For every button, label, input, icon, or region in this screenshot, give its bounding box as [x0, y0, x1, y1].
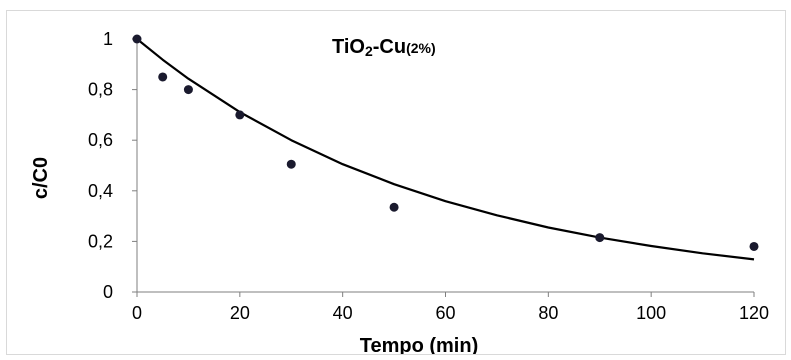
axes [136, 39, 754, 293]
data-points [132, 34, 759, 251]
y-tick-label: 0,2 [88, 231, 113, 251]
data-point [389, 202, 399, 212]
chart-title: TiO2-Cu(2%) [332, 36, 436, 59]
data-point [749, 241, 759, 251]
y-tick-label: 0 [103, 282, 113, 302]
x-tick-label: 60 [435, 303, 455, 323]
fit-curve-group [136, 38, 755, 261]
data-point [183, 85, 193, 95]
data-point [286, 159, 296, 169]
y-axis-title: c/C0 [30, 157, 52, 199]
x-tick-label: 120 [739, 303, 769, 323]
x-tick-label: 0 [132, 303, 142, 323]
data-point [235, 110, 245, 120]
x-tick-label: 80 [538, 303, 558, 323]
y-tick-label: 0,4 [88, 181, 113, 201]
x-tick-label: 100 [636, 303, 666, 323]
x-ticks: 0 20 40 60 80 100 120 [132, 292, 769, 323]
x-tick-label: 40 [333, 303, 353, 323]
data-point [595, 233, 605, 243]
y-tick-label: 0,8 [88, 80, 113, 100]
y-ticks: 0 0,2 0,4 0,6 0,8 1 [88, 29, 137, 302]
chart: 0 20 40 60 80 100 120 0 0,2 0,4 0,6 0,8 1 TiO2-Cu(2… [30, 29, 769, 354]
x-tick-label: 20 [230, 303, 250, 323]
y-tick-label: 1 [103, 29, 113, 49]
x-axis-title: Tempo (min) [360, 335, 479, 354]
fit-curve [136, 38, 755, 261]
y-tick-label: 0,6 [88, 130, 113, 150]
data-point [132, 34, 142, 44]
chart-frame: 0 20 40 60 80 100 120 0 0,2 0,4 0,6 0,8 1 TiO2-Cu(2… [6, 10, 786, 355]
data-point [158, 72, 168, 82]
